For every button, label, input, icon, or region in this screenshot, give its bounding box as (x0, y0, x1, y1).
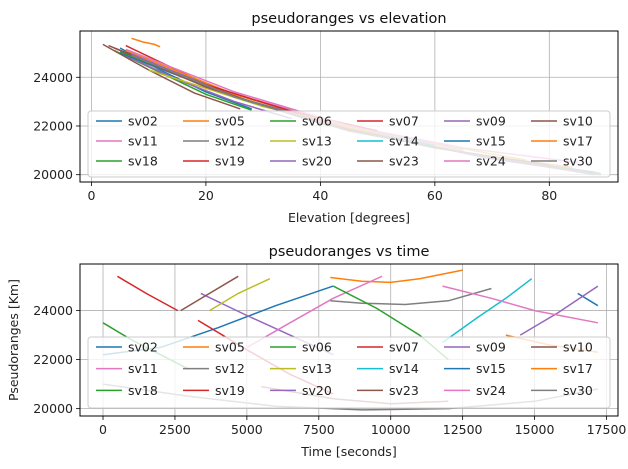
x-tick-label: 10000 (371, 422, 411, 437)
y-tick-label: 20000 (33, 401, 73, 416)
x-tick-label: 80 (541, 188, 557, 203)
series-line-sv07 (117, 275, 179, 312)
x-tick-label: 20 (198, 188, 214, 203)
series-line-sv14 (442, 278, 533, 344)
legend-label-sv10: sv10 (563, 114, 593, 129)
series-line-sv24 (442, 285, 599, 324)
legend-label-sv18: sv18 (128, 154, 158, 169)
legend-label-sv05: sv05 (215, 340, 245, 355)
elevation-x-axis-label: Elevation [degrees] (288, 210, 410, 225)
legend-label-sv14: sv14 (389, 134, 419, 149)
x-tick-label: 12500 (443, 422, 483, 437)
elevation-chart-title: pseudoranges vs elevation (251, 11, 446, 27)
legend-box (87, 336, 611, 409)
x-tick-label: 0 (99, 422, 107, 437)
legend-label-sv19: sv19 (215, 383, 245, 398)
legend-label-sv18: sv18 (128, 383, 158, 398)
y-tick-label: 22000 (33, 352, 73, 367)
x-tick-label: 0 (87, 188, 95, 203)
x-tick-label: 17500 (587, 422, 627, 437)
legend-label-sv07: sv07 (389, 114, 419, 129)
series-line-sv05 (330, 269, 463, 284)
series-line-sv10 (180, 275, 239, 312)
legend-label-sv09: sv09 (476, 114, 506, 129)
legend-label-sv20: sv20 (302, 383, 332, 398)
legend-label-sv10: sv10 (563, 340, 593, 355)
time-y-axis-label: Pseudoranges [Km] (6, 279, 21, 401)
legend-label-sv06: sv06 (302, 114, 332, 129)
time-ticks: 0 2500 5000 7500 10000 12500 15000 17500 20000 22… (33, 303, 626, 437)
elevation-legend: sv02 sv05 sv06 sv07 sv09 sv10 sv11 sv12 sv13 sv14… (87, 110, 611, 178)
x-tick-label: 2500 (159, 422, 191, 437)
legend-label-sv24: sv24 (476, 383, 506, 398)
x-tick-label: 15000 (515, 422, 555, 437)
legend-label-sv30: sv30 (563, 154, 593, 169)
legend-label-sv24: sv24 (476, 154, 506, 169)
elevation-plot-frame (79, 30, 619, 183)
legend-label-sv17: sv17 (563, 134, 593, 149)
elevation-subplot: pseudoranges vs elevation 0 20 40 60 80 20000… (33, 11, 619, 225)
legend-label-sv06: sv06 (302, 340, 332, 355)
legend-label-sv15: sv15 (476, 361, 506, 376)
elevation-ticks: 0 20 40 60 80 20000 22000 24000 (33, 70, 557, 203)
y-tick-label: 22000 (33, 118, 73, 133)
time-legend: sv02 sv05 sv06 sv07 sv09 sv10 sv11 sv12 sv13 sv14… (87, 336, 611, 409)
legend-label-sv30: sv30 (563, 383, 593, 398)
y-tick-label: 20000 (33, 167, 73, 182)
series-line-sv05 (131, 37, 161, 48)
legend-label-sv23: sv23 (389, 383, 419, 398)
series-line-sv12 (330, 287, 492, 306)
x-tick-label: 60 (427, 188, 443, 203)
series-line-sv09 (119, 52, 293, 120)
legend-label-sv20: sv20 (302, 154, 332, 169)
series-line-sv13 (209, 278, 271, 312)
legend-label-sv11: sv11 (128, 134, 158, 149)
legend-label-sv02: sv02 (128, 340, 158, 355)
x-tick-label: 40 (312, 188, 328, 203)
x-tick-label: 7500 (303, 422, 335, 437)
series-line-sv20 (519, 285, 599, 336)
legend-label-sv12: sv12 (215, 134, 245, 149)
legend-label-sv09: sv09 (476, 340, 506, 355)
x-tick-label: 5000 (231, 422, 263, 437)
legend-label-sv19: sv19 (215, 154, 245, 169)
time-x-axis-label: Time [seconds] (300, 444, 396, 459)
series-line-sv11 (246, 275, 383, 349)
legend-label-sv15: sv15 (476, 134, 506, 149)
time-plot-frame (79, 263, 619, 417)
legend-label-sv14: sv14 (389, 361, 419, 376)
legend-label-sv13: sv13 (302, 134, 332, 149)
legend-label-sv02: sv02 (128, 114, 158, 129)
y-tick-label: 24000 (33, 303, 73, 318)
legend-box (87, 110, 611, 178)
series-line-sv10 (102, 43, 241, 110)
time-subplot: pseudoranges vs time 0 2500 5000 7500 10000 1… (6, 244, 626, 459)
y-tick-label: 24000 (33, 70, 73, 85)
legend-label-sv23: sv23 (389, 154, 419, 169)
legend-label-sv13: sv13 (302, 361, 332, 376)
legend-label-sv07: sv07 (389, 340, 419, 355)
legend-label-sv11: sv11 (128, 361, 158, 376)
legend-label-sv12: sv12 (215, 361, 245, 376)
time-chart-title: pseudoranges vs time (269, 244, 430, 260)
legend-label-sv05: sv05 (215, 114, 245, 129)
series-line-sv15 (577, 292, 599, 307)
legend-label-sv17: sv17 (563, 361, 593, 376)
